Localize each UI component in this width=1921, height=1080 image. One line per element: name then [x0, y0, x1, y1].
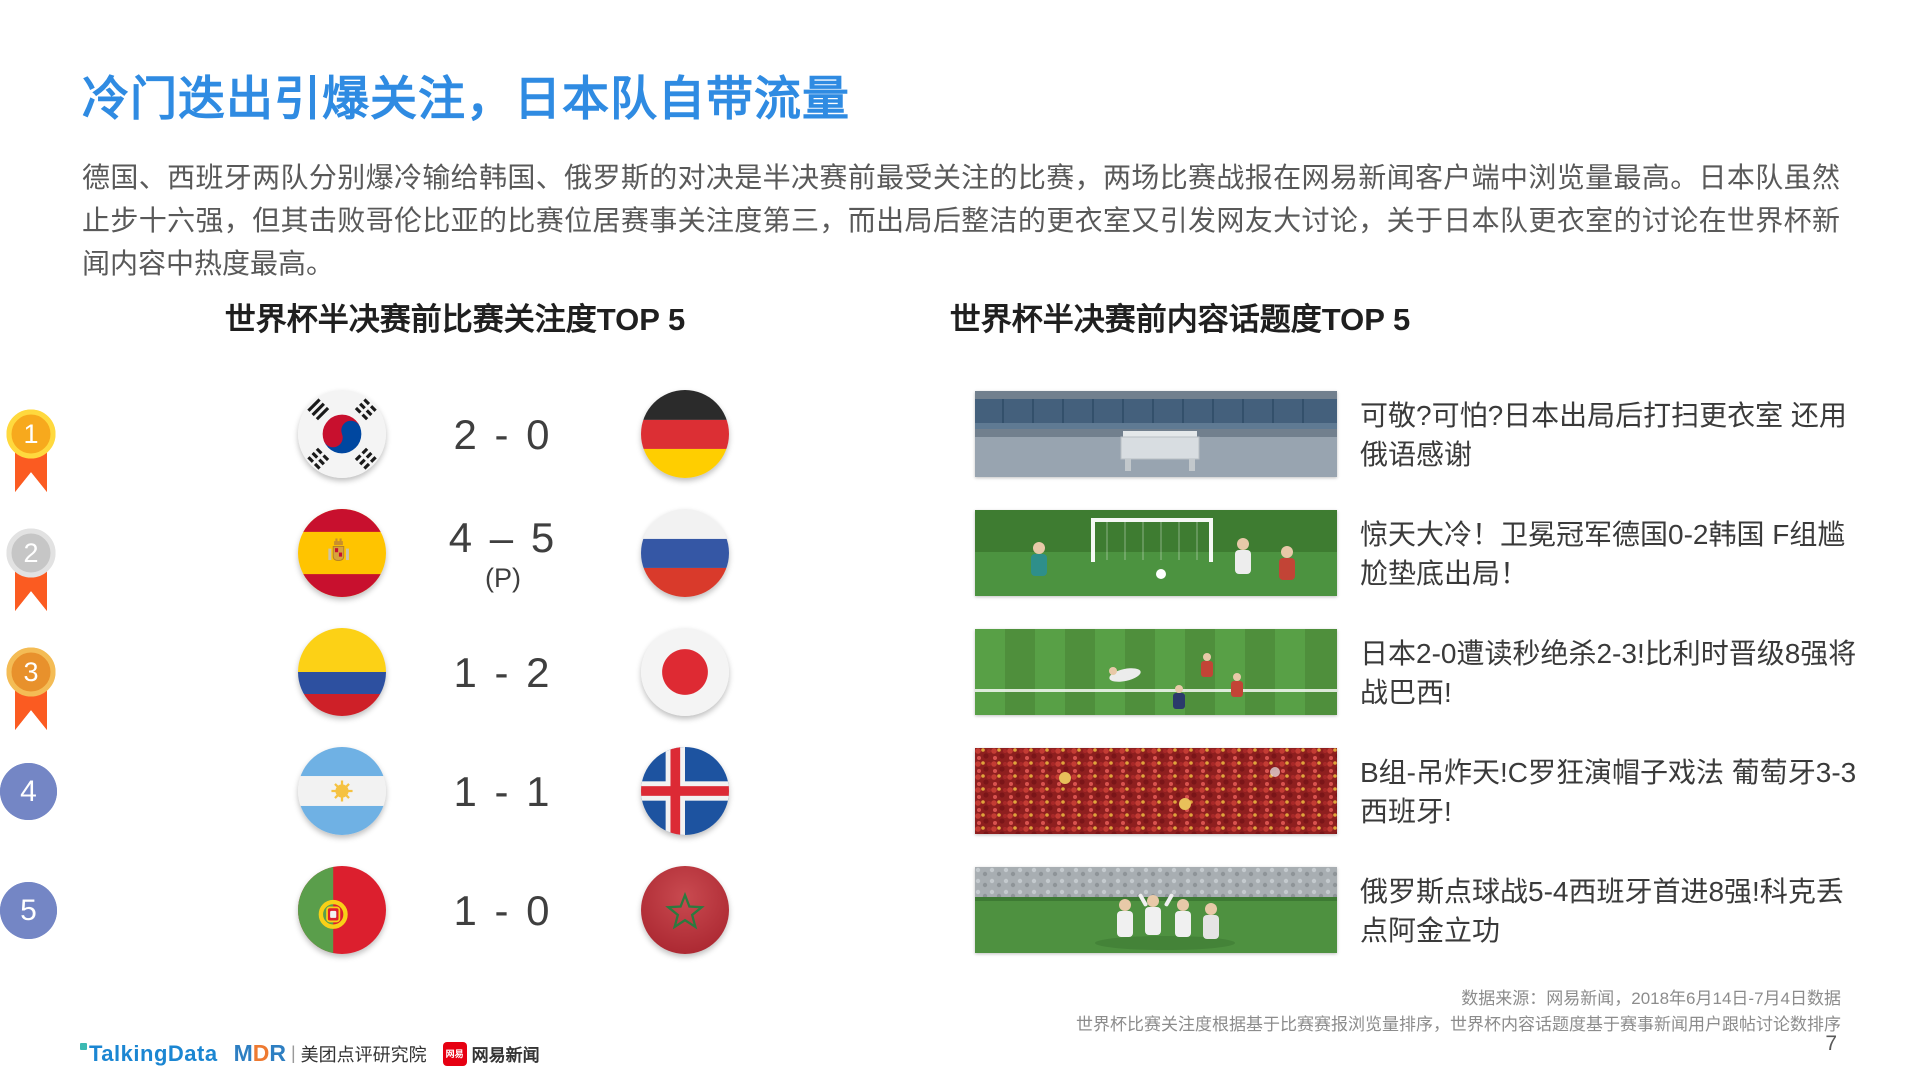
flag-morocco-icon — [641, 866, 729, 954]
ranking-rows: 1 — [0, 375, 1921, 970]
page-title: 冷门迭出引爆关注，日本队自带流量 — [82, 72, 850, 125]
flag-argentina-icon — [298, 747, 386, 835]
flag-portugal-icon — [298, 866, 386, 954]
bronze-medal-icon: 3 — [0, 646, 62, 734]
news-headline: 可敬?可怕?日本出局后打扫更衣室 还用俄语感谢 — [1360, 399, 1847, 470]
talkingdata-logo: TalkingData — [80, 1041, 218, 1067]
ranking-row-4: 4 1 - — [0, 732, 1921, 851]
news-headline: 俄罗斯点球战5-4西班牙首进8强!科克丢点阿金立功 — [1360, 875, 1844, 946]
topic-ranking-header: 世界杯半决赛前内容话题度TOP 5 — [949, 302, 1411, 337]
news-headline: B组-吊炸天!C罗狂演帽子戏法 葡萄牙3-3西班牙! — [1360, 756, 1857, 827]
flag-colombia-icon — [298, 628, 386, 716]
flag-spain-icon — [298, 509, 386, 597]
footer-logos: TalkingData M D R | 美团点评研究院 网易 网易新闻 — [80, 1040, 540, 1067]
match-score-block: 1 - 1 — [408, 732, 598, 851]
rank-number: 3 — [23, 657, 39, 687]
flag-germany-icon — [641, 390, 729, 478]
rank-badge: 4 — [0, 763, 57, 820]
netease-app-icon: 网易 — [442, 1041, 467, 1066]
match-score-block: 4 – 5 (P) — [408, 494, 598, 613]
news-thumbnail-celebration — [975, 867, 1337, 953]
flag-japan-icon — [641, 628, 729, 716]
ranking-row-3: 3 1 - 2 — [0, 613, 1921, 732]
match-score: 4 – 5 — [448, 513, 558, 561]
rank-number: 2 — [23, 538, 39, 568]
match-score: 1 - 2 — [453, 648, 553, 696]
flag-iceland-icon — [641, 747, 729, 835]
page-number: 7 — [1825, 1032, 1837, 1055]
data-source-note: 数据来源：网易新闻，2018年6月14日-7月4日数据 世界杯比赛关注度根据基于… — [1076, 986, 1841, 1038]
rank-number: 1 — [23, 419, 39, 449]
match-score: 1 - 0 — [453, 886, 553, 934]
news-thumbnail-goal-action — [975, 510, 1337, 596]
source-line-1: 数据来源：网易新闻，2018年6月14日-7月4日数据 — [1461, 989, 1841, 1008]
penalty-note: (P) — [485, 562, 521, 593]
intro-paragraph: 德国、西班牙两队分别爆冷输给韩国、俄罗斯的对决是半决赛前最受关注的比赛，两场比赛… — [82, 162, 1840, 279]
news-thumbnail-pitch-aerial — [975, 629, 1337, 715]
match-ranking-header: 世界杯半决赛前比赛关注度TOP 5 — [224, 302, 686, 337]
news-thumbnail-locker-room — [975, 391, 1337, 477]
match-score: 2 - 0 — [453, 410, 553, 458]
flag-south-korea-icon — [298, 390, 386, 478]
match-score-block: 1 - 2 — [408, 613, 598, 732]
talkingdata-tick-icon — [80, 1042, 87, 1050]
flag-russia-icon — [641, 509, 729, 597]
silver-medal-icon: 2 — [0, 527, 62, 615]
match-score-block: 1 - 0 — [408, 851, 598, 970]
ranking-row-1: 1 — [0, 375, 1921, 494]
source-line-2: 世界杯比赛关注度根据基于比赛赛报浏览量排序，世界杯内容话题度基于赛事新闻用户跟帖… — [1076, 1015, 1841, 1034]
rank-badge: 5 — [0, 882, 57, 939]
match-score-block: 2 - 0 — [408, 375, 598, 494]
news-headline: 惊天大冷！卫冕冠军德国0-2韩国 F组尴尬垫底出局！ — [1360, 518, 1846, 589]
match-score: 1 - 1 — [453, 767, 553, 815]
netease-news-logo: 网易 网易新闻 — [442, 1041, 540, 1066]
meituan-dianping-institute-logo: M D R | 美团点评研究院 — [233, 1040, 427, 1066]
ranking-row-5: 5 1 - 0 — [0, 851, 1921, 970]
gold-medal-icon: 1 — [0, 408, 62, 496]
news-headline: 日本2-0遭读秒绝杀2-3!比利时晋级8强将战巴西! — [1360, 637, 1857, 708]
rank-number: 5 — [20, 893, 37, 927]
rank-number: 4 — [20, 774, 37, 808]
ranking-row-2: 2 — [0, 494, 1921, 613]
news-thumbnail-fans-crowd — [975, 748, 1337, 834]
